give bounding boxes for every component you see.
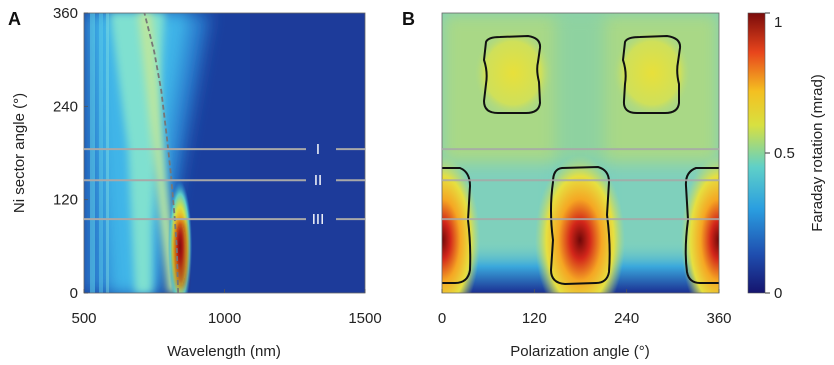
contour-top-right — [621, 34, 682, 114]
cut-label-2: II — [314, 172, 322, 189]
panel-a-xtick-label: 1000 — [208, 310, 241, 327]
panel-a-ytick-label: 240 — [53, 98, 78, 115]
panel-b-heatmap — [442, 13, 719, 293]
panel-b-xtick-label: 240 — [614, 310, 639, 327]
colorbar-ticks: 00.51 — [765, 12, 795, 302]
panel-b-axes: 0 120 240 360 — [438, 289, 732, 327]
colorbar-tick-label: 1 — [774, 14, 782, 31]
panel-b-contours — [442, 34, 719, 286]
panel-a-xtick-label: 1500 — [348, 310, 381, 327]
panel-b-xtick-label: 0 — [438, 310, 446, 327]
panel-b-x-label: Polarization angle (°) — [510, 343, 649, 360]
panel-label-a: A — [8, 9, 21, 29]
panel-label-b: B — [402, 9, 415, 29]
panel-b-frame — [441, 12, 720, 294]
colorbar — [747, 12, 766, 294]
panel-a-x-label: Wavelength (nm) — [167, 343, 281, 360]
panel-a-y-label: Ni sector angle (°) — [11, 93, 28, 213]
panel-a-ytick-label: 0 — [70, 285, 78, 302]
panel-b-xtick-label: 360 — [706, 310, 731, 327]
cut-label-1: I — [316, 141, 320, 158]
panel-a-ytick-label: 360 — [53, 5, 78, 22]
contour-top-left — [482, 34, 542, 114]
colorbar-tick-label: 0 — [774, 285, 782, 302]
contour-hot-center — [549, 165, 611, 286]
resonance-dashed-curve — [143, 13, 180, 293]
colorbar-tick-label: 0.5 — [774, 145, 795, 162]
panel-b-xtick-label: 120 — [522, 310, 547, 327]
panel-a-axes: 500 1000 1500 0 120 240 360 — [53, 5, 382, 327]
panel-b-cut-lines — [442, 148, 719, 221]
panel-a-xtick-label: 500 — [71, 310, 96, 327]
colorbar-label: Faraday rotation (mrad) — [809, 74, 826, 232]
contour-hot-left — [442, 167, 472, 284]
contour-hot-right — [684, 167, 719, 284]
panel-a-heatmap — [84, 13, 365, 293]
panel-a-ytick-label: 120 — [53, 192, 78, 209]
cut-label-3: III — [312, 211, 325, 228]
